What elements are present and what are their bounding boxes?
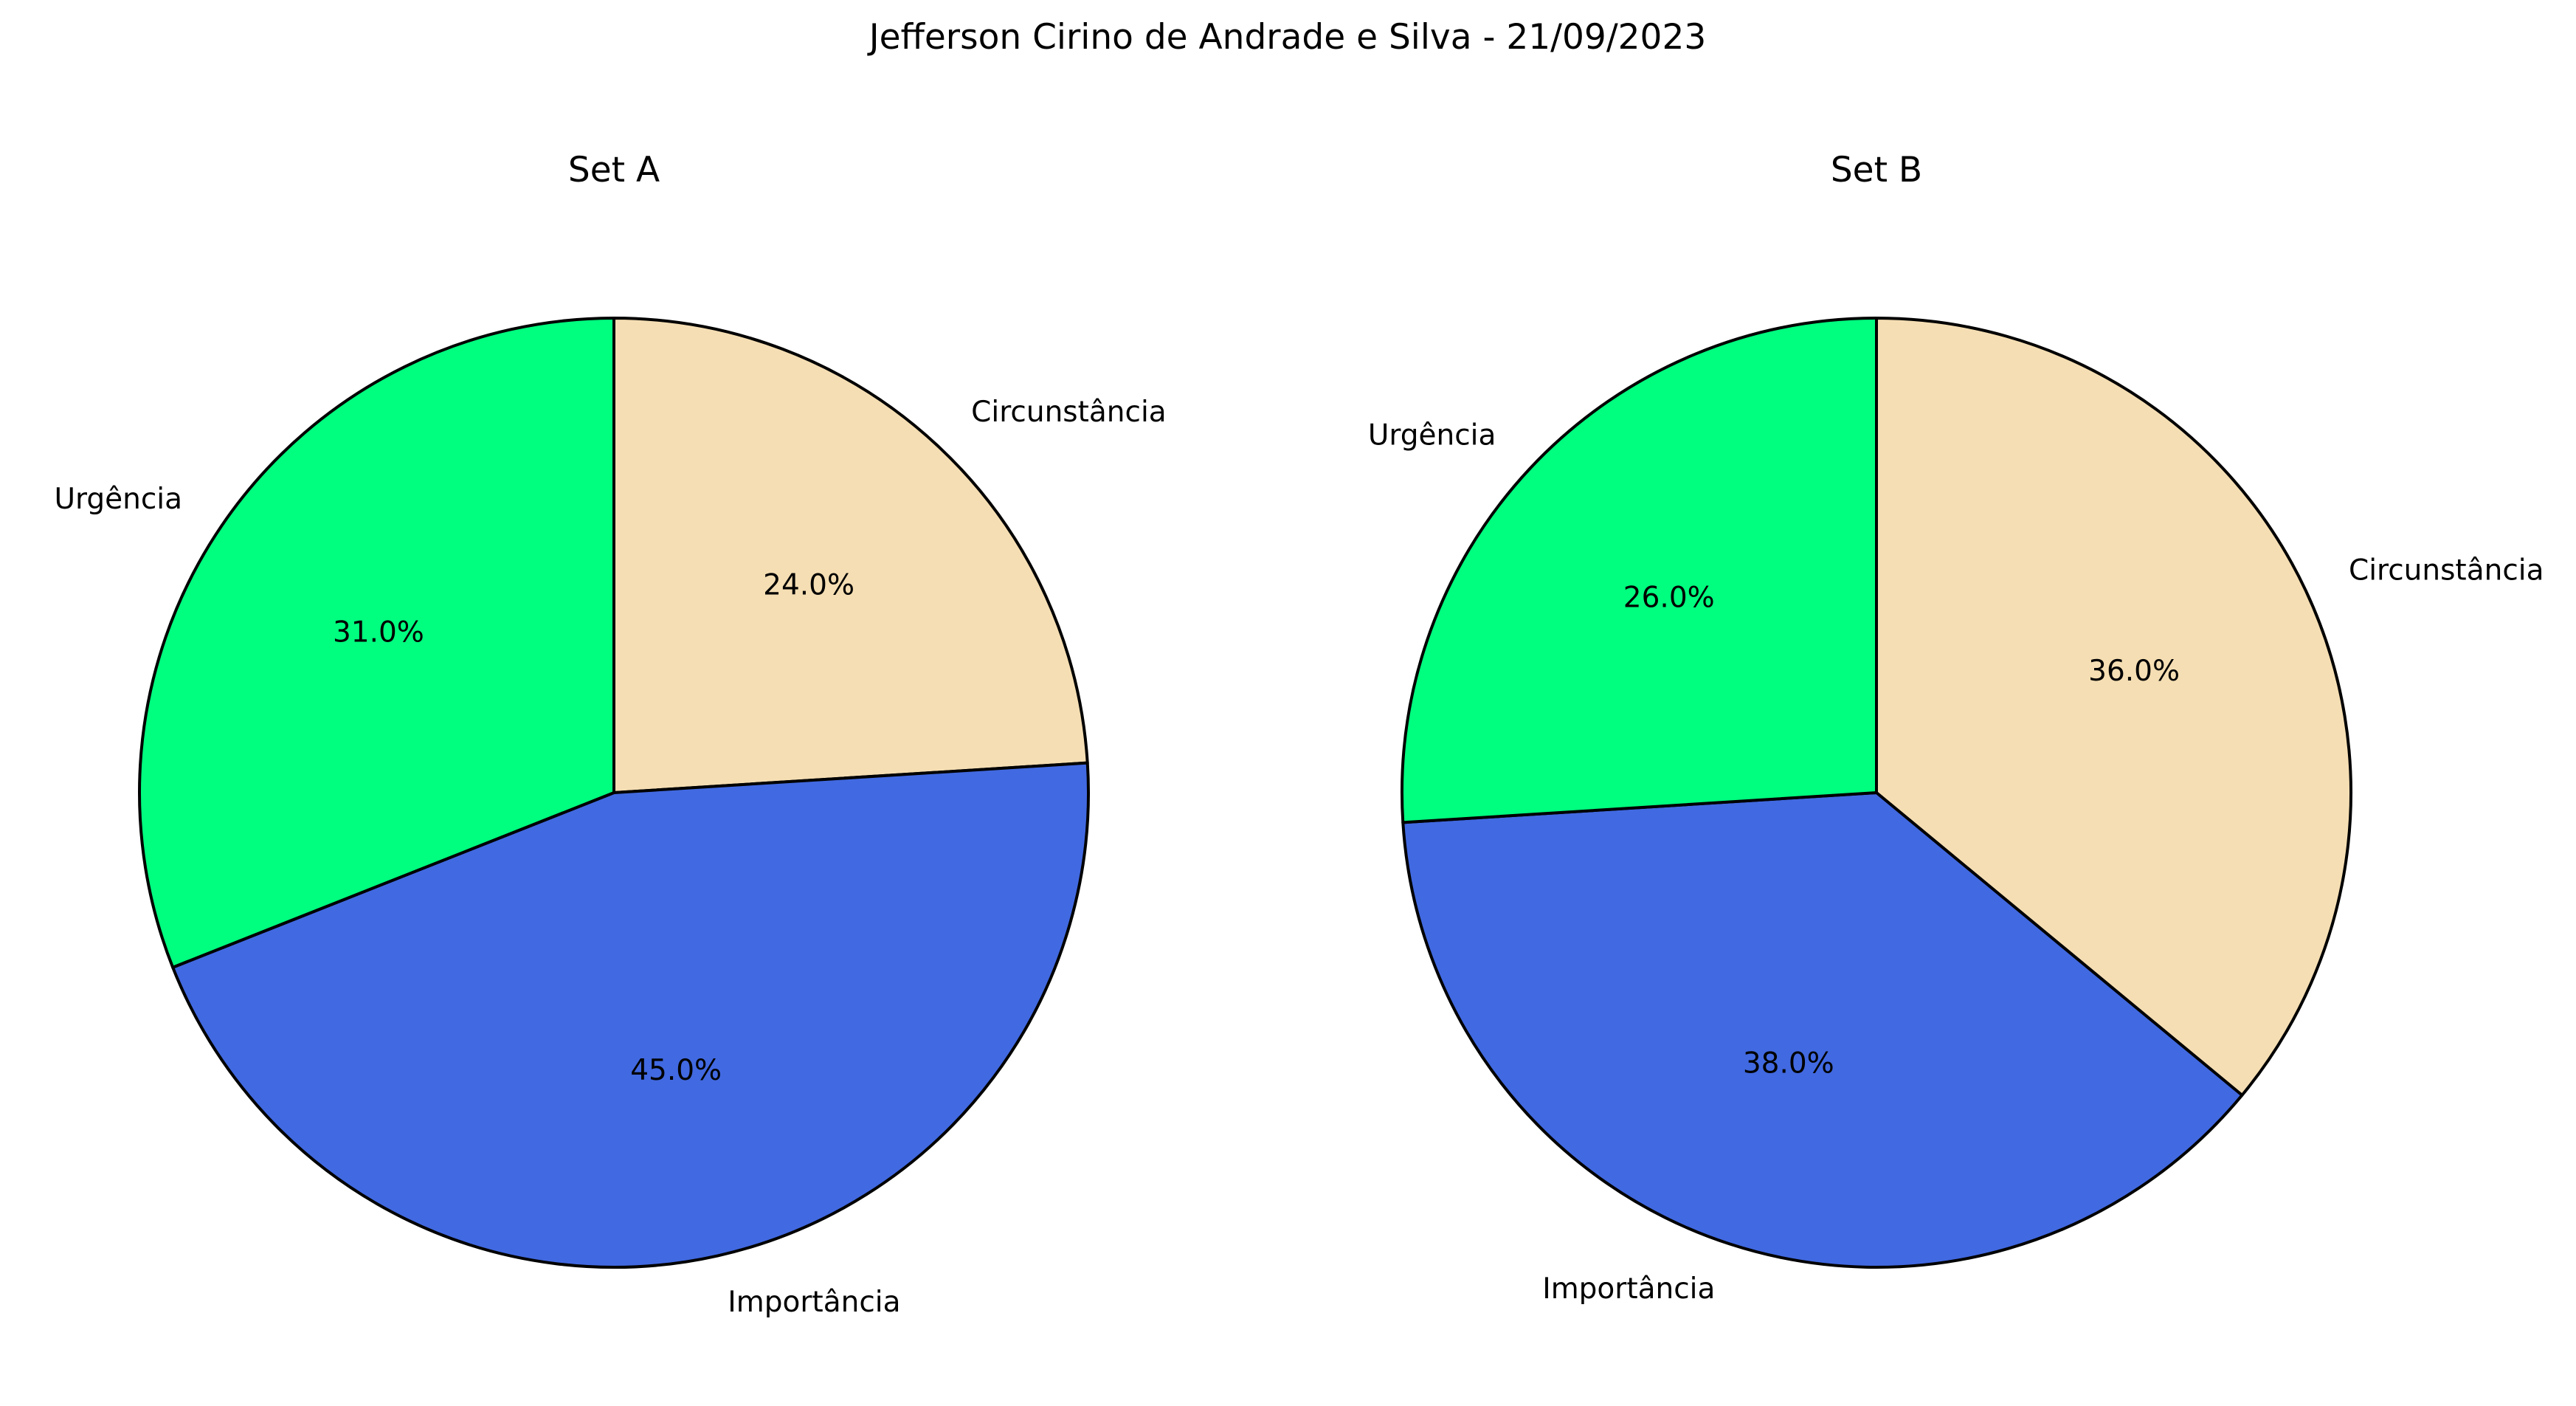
pie-slice-set-b-urgencia [1401,317,1878,824]
pie-slice-set-a-circunstancia [612,317,1089,794]
percent-label-set-a-circunstancia: 24.0% [763,568,854,602]
percent-label-set-a-urgencia: 31.0% [333,616,424,649]
pie-slice-set-b-circunstancia [1875,317,2352,1097]
percent-label-set-b-importancia: 38.0% [1743,1047,1834,1080]
pie-panel-set-b: Set B Circunstância 36.0% Importância 38.0%… [1368,150,2544,1306]
slice-label-set-a-urgencia: Urgência [54,483,182,516]
percent-label-set-a-importancia: 45.0% [630,1054,722,1087]
pie-slice-set-a-importancia [171,761,1090,1269]
slice-label-set-b-circunstancia: Circunstância [2349,554,2544,587]
pie-title-set-b: Set B [1831,150,1922,190]
percent-label-set-b-circunstancia: 36.0% [2088,655,2180,688]
slice-label-set-a-importancia: Importância [728,1286,900,1319]
pie-slice-set-a-urgencia [138,317,615,969]
slice-label-set-b-urgencia: Urgência [1368,418,1496,452]
percent-label-set-b-urgencia: 26.0% [1623,581,1715,614]
pie-slice-set-b-importancia [1401,791,2244,1269]
figure-title: Jefferson Cirino de Andrade e Silva - 21… [867,17,1707,58]
slice-label-set-a-circunstancia: Circunstância [971,396,1167,429]
pie-panel-set-a: Set A Circunstância 24.0% Importância 45.0%… [54,150,1166,1319]
slice-label-set-b-importancia: Importância [1542,1272,1715,1306]
pie-title-set-a: Set A [568,150,660,190]
